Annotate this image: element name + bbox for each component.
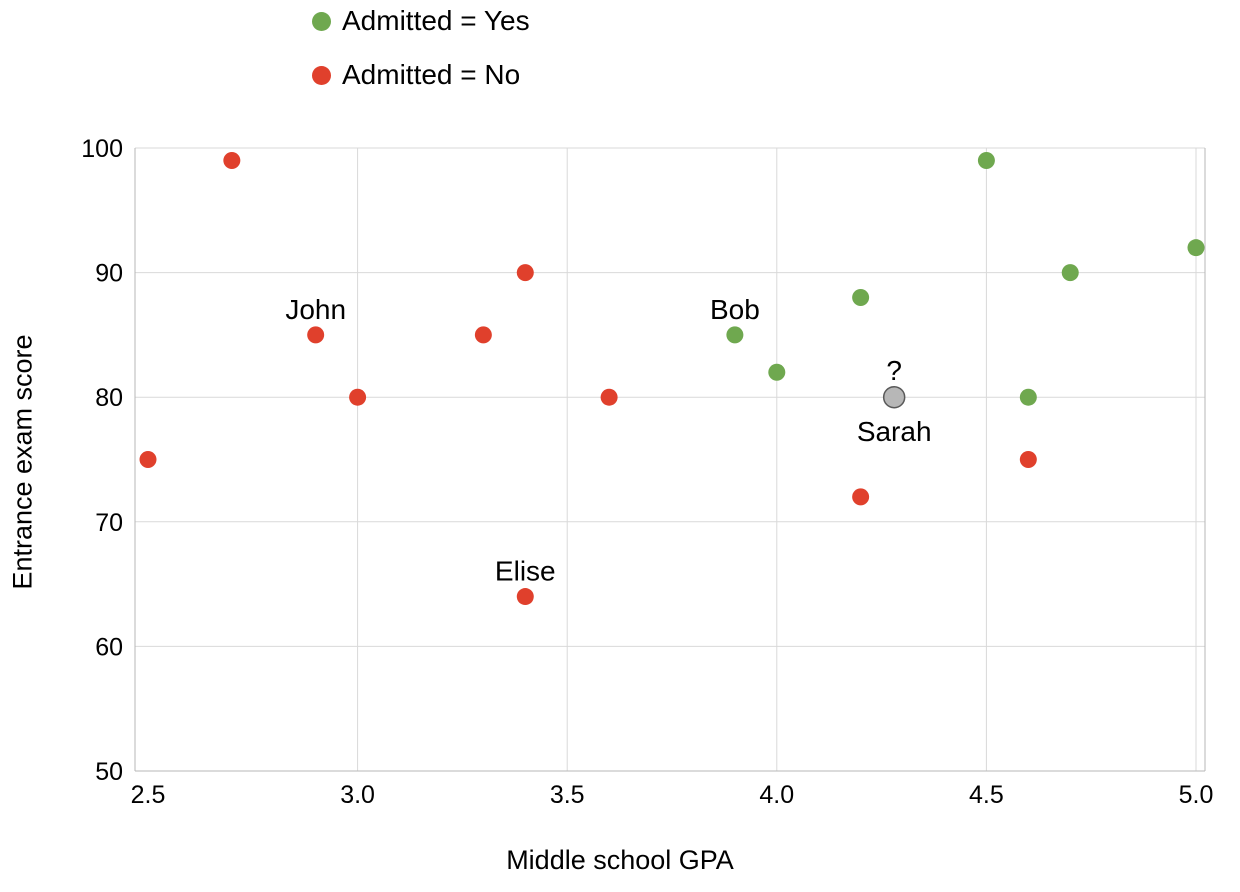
- data-point-admitted-no: [474, 326, 492, 344]
- legend-dot-no-icon: [312, 65, 331, 85]
- x-tick-label: 3.5: [550, 781, 585, 809]
- x-axis-title: Middle school GPA: [506, 845, 734, 875]
- point-label-question-mark: ?: [886, 355, 902, 386]
- data-point-admitted-yes: [852, 289, 870, 307]
- legend-dot-yes-icon: [312, 11, 331, 31]
- legend-label-no: Admitted = No: [342, 59, 521, 90]
- x-tick-label: 5.0: [1179, 781, 1214, 809]
- data-point-admitted-no: [307, 326, 325, 344]
- x-tick-label: 2.5: [131, 781, 166, 809]
- data-point-admitted-yes: [726, 326, 744, 344]
- data-point-admitted-no: [516, 588, 534, 606]
- chart-legend: Admitted = Yes Admitted = No: [312, 6, 530, 114]
- x-tick-label: 3.0: [340, 781, 375, 809]
- y-tick-label: 50: [95, 758, 123, 786]
- data-point-admitted-yes: [977, 151, 995, 169]
- data-point-sarah: [882, 385, 906, 409]
- data-point-admitted-no: [600, 388, 618, 406]
- data-point-admitted-no: [349, 388, 367, 406]
- y-tick-label: 80: [95, 384, 123, 412]
- data-point-admitted-no: [516, 264, 534, 282]
- point-label-bob: Bob: [710, 294, 760, 325]
- y-tick-label: 90: [95, 260, 123, 288]
- data-point-admitted-no: [223, 151, 241, 169]
- data-point-admitted-no: [1019, 451, 1037, 468]
- legend-item-admitted-yes: Admitted = Yes: [312, 6, 530, 36]
- y-tick-label: 100: [81, 135, 123, 163]
- point-label-sarah: Sarah: [857, 416, 932, 447]
- point-label-john: John: [285, 294, 346, 325]
- x-tick-label: 4.0: [759, 781, 794, 809]
- point-label-elise: Elise: [495, 556, 556, 587]
- data-point-admitted-yes: [1019, 388, 1037, 406]
- data-point-admitted-yes: [1061, 264, 1079, 282]
- y-tick-label: 70: [95, 509, 123, 537]
- x-tick-label: 4.5: [969, 781, 1004, 809]
- data-point-admitted-no: [852, 488, 870, 506]
- legend-label-yes: Admitted = Yes: [342, 5, 530, 36]
- data-point-admitted-no: [139, 451, 157, 468]
- data-point-admitted-yes: [1187, 239, 1205, 257]
- legend-item-admitted-no: Admitted = No: [312, 60, 530, 90]
- y-tick-label: 60: [95, 633, 123, 661]
- data-point-admitted-yes: [768, 363, 786, 381]
